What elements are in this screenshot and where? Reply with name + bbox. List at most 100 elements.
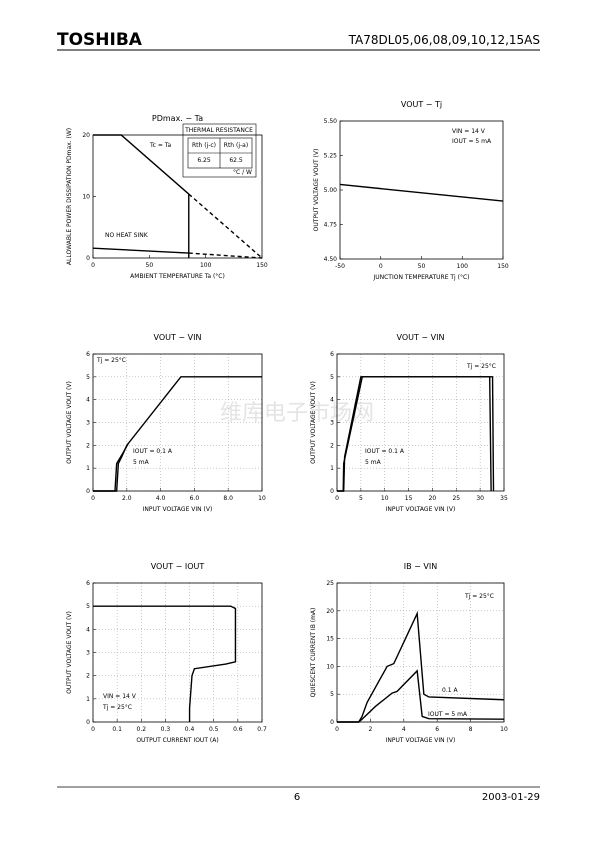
y-tick-label: 15 bbox=[326, 636, 334, 643]
table-cell: 6.25 bbox=[197, 157, 211, 164]
y-tick-label: 5.00 bbox=[324, 187, 338, 194]
y-tick-label: 20 bbox=[326, 608, 334, 615]
series-line bbox=[337, 669, 505, 723]
x-axis-label: OUTPUT CURRENT IOUT (A) bbox=[136, 737, 218, 744]
x-tick-label: 4 bbox=[402, 726, 406, 733]
y-tick-label: 3 bbox=[86, 650, 90, 657]
x-tick-label: 10 bbox=[500, 726, 508, 733]
annotation: Tj = 25°C bbox=[464, 593, 494, 600]
table-header: Rth (j-c) bbox=[192, 142, 216, 149]
plot-frame bbox=[336, 353, 505, 492]
table-header: Rth (j-a) bbox=[224, 142, 248, 149]
y-tick-label: 5 bbox=[86, 603, 90, 610]
x-axis-label: JUNCTION TEMPERATURE Tj (°C) bbox=[372, 274, 469, 281]
x-tick-label: 150 bbox=[256, 262, 268, 269]
y-tick-label: 1 bbox=[330, 465, 334, 472]
x-tick-label: 0 bbox=[335, 726, 339, 733]
annotation: Tj = 25°C bbox=[466, 363, 496, 370]
y-tick-label: 6 bbox=[86, 351, 90, 358]
y-axis-label: QUIESCENT CURRENT IB (mA) bbox=[310, 608, 317, 698]
y-tick-label: 6 bbox=[330, 351, 334, 358]
x-tick-label: 8 bbox=[469, 726, 473, 733]
y-tick-label: 6 bbox=[86, 580, 90, 587]
y-tick-label: 4.50 bbox=[324, 256, 338, 263]
chart-title: VOUT − IOUT bbox=[151, 562, 205, 571]
series-line bbox=[93, 442, 130, 492]
annotation: 0.1 A bbox=[442, 687, 458, 694]
y-tick-label: 0 bbox=[330, 488, 334, 495]
thermal-table: THERMAL RESISTANCE Rth (j-c) Rth (j-a) 6… bbox=[182, 123, 257, 178]
y-tick-label: 2 bbox=[86, 442, 90, 449]
series-line bbox=[188, 193, 263, 259]
y-tick-label: 0 bbox=[330, 719, 334, 726]
x-tick-label: 0.4 bbox=[185, 726, 195, 733]
y-tick-label: 4 bbox=[86, 626, 90, 633]
y-tick-label: 0 bbox=[86, 255, 90, 262]
x-tick-label: 50 bbox=[146, 262, 154, 269]
x-tick-label: 35 bbox=[500, 495, 508, 502]
y-tick-label: 5.50 bbox=[324, 118, 338, 125]
x-tick-label: 2 bbox=[368, 726, 372, 733]
y-tick-label: 1 bbox=[86, 696, 90, 703]
series-line bbox=[93, 605, 237, 722]
table-title: THERMAL RESISTANCE bbox=[184, 127, 253, 134]
y-tick-label: 1 bbox=[86, 465, 90, 472]
x-tick-label: 10 bbox=[258, 495, 266, 502]
x-axis-label: AMBIENT TEMPERATURE Ta (°C) bbox=[130, 273, 225, 280]
x-tick-label: 6 bbox=[435, 726, 439, 733]
x-tick-label: 6.0 bbox=[190, 495, 200, 502]
x-tick-label: 0 bbox=[91, 262, 95, 269]
x-axis-label: INPUT VOLTAGE VIN (V) bbox=[386, 737, 456, 744]
x-tick-label: 0.1 bbox=[112, 726, 122, 733]
annotation: Tj = 25°C bbox=[102, 704, 132, 711]
series-line bbox=[92, 247, 189, 254]
annotation: 5 mA bbox=[133, 459, 150, 466]
y-tick-label: 0 bbox=[86, 719, 90, 726]
x-tick-label: 5 bbox=[359, 495, 363, 502]
x-tick-label: 0 bbox=[379, 263, 383, 270]
x-tick-label: 0.5 bbox=[209, 726, 219, 733]
annotation: 5 mA bbox=[365, 459, 382, 466]
annotation: Tj = 25°C bbox=[96, 357, 126, 364]
series-line bbox=[337, 376, 492, 492]
annotation: VIN = 14 V bbox=[103, 693, 137, 700]
y-tick-label: 2 bbox=[330, 442, 334, 449]
y-tick-label: 4 bbox=[86, 397, 90, 404]
x-tick-label: 0.7 bbox=[257, 726, 267, 733]
table-cell: 62.5 bbox=[229, 157, 243, 164]
series-line bbox=[93, 134, 190, 195]
x-tick-label: 20 bbox=[429, 495, 437, 502]
x-tick-label: 25 bbox=[452, 495, 460, 502]
y-tick-label: 4.75 bbox=[324, 222, 338, 229]
brand: TOSHIBA bbox=[57, 30, 143, 50]
y-tick-label: 0 bbox=[86, 488, 90, 495]
y-tick-label: 4 bbox=[330, 397, 334, 404]
part-number: TA78DL05,06,08,09,10,12,15AS bbox=[348, 33, 540, 47]
date: 2003-01-29 bbox=[482, 792, 540, 803]
annotation: VIN = 14 V bbox=[452, 128, 486, 135]
y-tick-label: 5 bbox=[86, 374, 90, 381]
y-tick-label: 20 bbox=[82, 132, 90, 139]
plot-frame bbox=[92, 134, 263, 259]
x-tick-label: 0.6 bbox=[233, 726, 243, 733]
y-tick-label: 10 bbox=[82, 194, 90, 201]
series-line bbox=[93, 376, 262, 492]
table-unit: °C / W bbox=[233, 169, 252, 176]
annotation: IOUT = 0.1 A bbox=[133, 448, 173, 455]
annotation: IOUT = 0.1 A bbox=[365, 448, 405, 455]
y-axis-label: OUTPUT VOLTAGE VOUT (V) bbox=[310, 381, 317, 464]
annotation: NO HEAT SINK bbox=[105, 232, 149, 239]
x-tick-label: -50 bbox=[335, 263, 345, 270]
y-axis-label: OUTPUT VOLTAGE VOUT (V) bbox=[66, 611, 73, 694]
x-tick-label: 0.2 bbox=[137, 726, 147, 733]
x-tick-label: 2.0 bbox=[122, 495, 132, 502]
x-axis-label: INPUT VOLTAGE VIN (V) bbox=[386, 506, 456, 513]
x-tick-label: 0.3 bbox=[161, 726, 171, 733]
x-tick-label: 0 bbox=[335, 495, 339, 502]
page-number: 6 bbox=[294, 792, 300, 803]
y-axis-label: OUTPUT VOLTAGE VOUT (V) bbox=[313, 149, 320, 232]
y-tick-label: 3 bbox=[330, 420, 334, 427]
x-tick-label: 0 bbox=[91, 495, 95, 502]
series-line bbox=[188, 252, 263, 259]
